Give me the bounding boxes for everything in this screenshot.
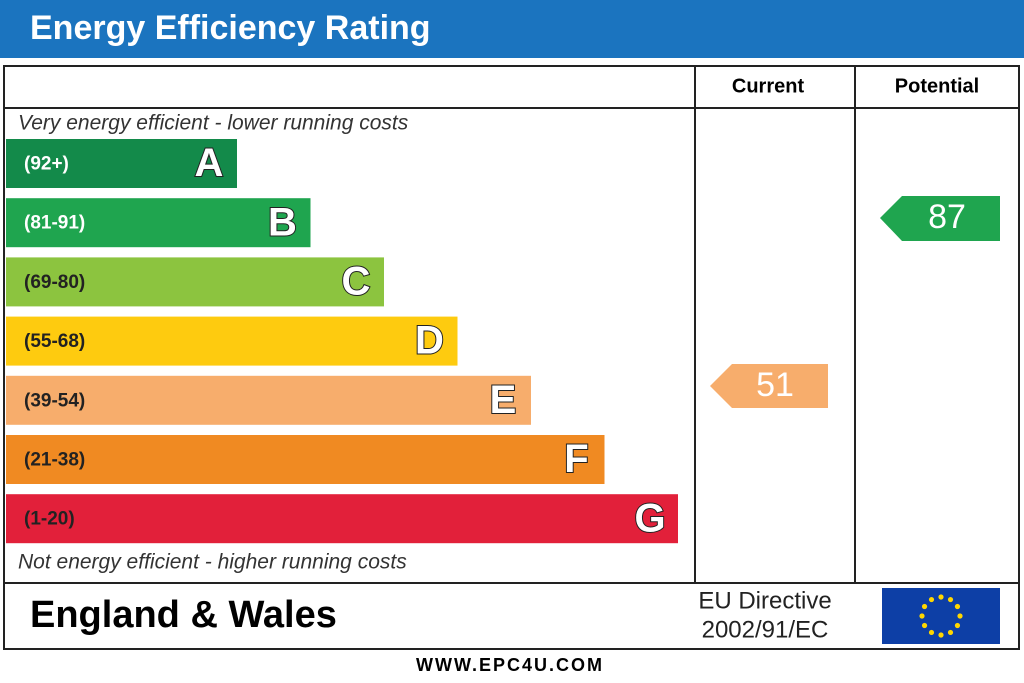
band-letter: C [342, 259, 371, 303]
eu-star [928, 629, 935, 636]
band-letter: B [268, 200, 297, 244]
website: WWW.EPC4U.COM [416, 655, 604, 675]
band-range: (55-68) [24, 331, 85, 352]
eu-star [957, 613, 963, 619]
eu-star [947, 629, 954, 636]
directive: EU Directive [698, 587, 831, 614]
current-arrow [710, 364, 828, 408]
band-range: (1-20) [24, 509, 75, 530]
eu-star [919, 613, 925, 619]
band-range: (92+) [24, 154, 69, 175]
band-letter: A [195, 141, 224, 185]
band-range: (69-80) [24, 272, 85, 293]
bands: (92+) A (81-91) B (69-80) C (55-68) D (39-54) E (2… [6, 139, 678, 544]
top-note: Very energy efficient - lower running co… [18, 112, 409, 135]
title: Energy Efficiency Rating [30, 9, 431, 47]
eu-star [921, 622, 928, 629]
current-value: 51 [756, 366, 794, 404]
band-bar [6, 494, 678, 544]
eu-star [954, 622, 961, 629]
band-bar [6, 198, 311, 248]
column-header: Current [732, 75, 805, 97]
eu-star [928, 596, 935, 603]
band-bar [6, 139, 237, 188]
band-letter: E [490, 378, 517, 422]
directive-code: 2002/91/EC [702, 616, 829, 643]
band-range: (21-38) [24, 450, 85, 471]
potential-arrow [880, 196, 1000, 241]
band-letter: D [415, 319, 444, 363]
potential-value: 87 [928, 198, 966, 236]
eu-star [921, 603, 928, 610]
band-letter: G [634, 496, 665, 540]
region: England & Wales [30, 594, 337, 636]
eu-stars [919, 594, 963, 638]
band-bar [6, 316, 458, 366]
eu-star [947, 596, 954, 603]
band-range: (39-54) [24, 390, 85, 411]
band-bar [6, 257, 384, 307]
band-letter: F [564, 437, 588, 481]
eu-star [938, 632, 944, 638]
frame [3, 65, 1020, 650]
eu-star [938, 594, 944, 600]
column-header: Potential [895, 75, 979, 97]
band-bar [6, 375, 531, 425]
band-range: (81-91) [24, 213, 85, 234]
band-bar [6, 435, 605, 484]
eu-star [954, 603, 961, 610]
title-bar [0, 0, 1024, 58]
bottom-note: Not energy efficient - higher running co… [18, 551, 407, 574]
